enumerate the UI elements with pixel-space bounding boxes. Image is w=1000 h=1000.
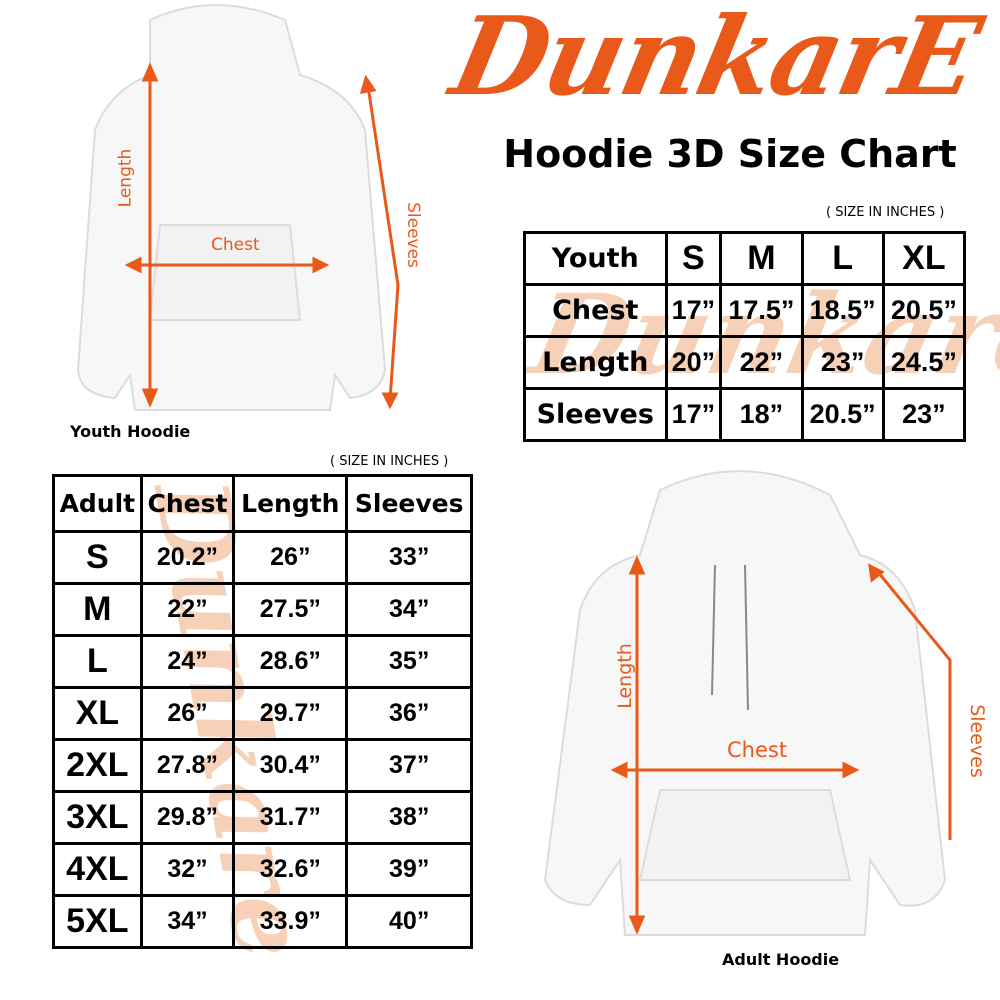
size-label: M [52, 582, 143, 637]
table-row: 4XL 32” 32.6” 39” [52, 842, 473, 897]
size-label: 3XL [52, 790, 143, 845]
table-cell: 23” [881, 387, 967, 442]
size-label: L [52, 634, 143, 689]
table-cell: 32” [139, 842, 236, 897]
size-label: 4XL [52, 842, 143, 897]
row-label: Length [523, 335, 668, 390]
page-title: Hoodie 3D Size Chart [503, 132, 957, 176]
table-cell: 32.6” [232, 842, 349, 897]
table-cell: 17” [664, 387, 723, 442]
table-cell: 26” [232, 530, 349, 585]
youth-length-label: Length [115, 148, 136, 208]
table-row: XL 26” 29.7” 36” [52, 686, 473, 741]
size-label: S [52, 530, 143, 585]
table-cell: 30.4” [232, 738, 349, 793]
header-cell: M [719, 231, 804, 286]
table-cell: 33” [345, 530, 473, 585]
header-cell: Adult [52, 474, 143, 533]
table-row: M 22” 27.5” 34” [52, 582, 473, 637]
table-cell: 39” [345, 842, 473, 897]
table-cell: 20” [664, 335, 723, 390]
table-row: S 20.2” 26” 33” [52, 530, 473, 585]
table-cell: 38” [345, 790, 473, 845]
table-cell: 24.5” [881, 335, 967, 390]
table-cell: 22” [719, 335, 804, 390]
table-cell: 36” [345, 686, 473, 741]
adult-sleeves-label: Sleeves [965, 704, 988, 778]
size-label: XL [52, 686, 143, 741]
header-cell: S [664, 231, 723, 286]
youth-chest-label: Chest [211, 235, 260, 255]
table-row: Chest 17” 17.5” 18.5” 20.5” [523, 283, 967, 338]
youth-hoodie-caption: Youth Hoodie [70, 422, 191, 441]
table-cell: 29.8” [139, 790, 236, 845]
youth-size-table: Youth S M L XL Chest 17” 17.5” 18.5” 20.… [523, 231, 967, 442]
table-cell: 28.6” [232, 634, 349, 689]
header-cell: Sleeves [345, 474, 473, 533]
table-cell: 22” [139, 582, 236, 637]
table-cell: 33.9” [232, 894, 349, 949]
table-cell: 34” [139, 894, 236, 949]
table-cell: 29.7” [232, 686, 349, 741]
table-header-row: Adult Chest Length Sleeves [52, 474, 473, 533]
brand-logo: DunkarE [441, 0, 990, 120]
youth-unit-note: ( SIZE IN INCHES ) [826, 205, 945, 220]
table-cell: 24” [139, 634, 236, 689]
adult-measure-arrows [610, 555, 952, 935]
table-cell: 35” [345, 634, 473, 689]
row-label: Chest [523, 283, 668, 338]
adult-length-label: Length [613, 643, 636, 709]
table-cell: 37” [345, 738, 473, 793]
table-cell: 17.5” [719, 283, 804, 338]
youth-sleeves-label: Sleeves [402, 202, 423, 268]
table-cell: 20.5” [800, 387, 885, 442]
header-cell: Chest [139, 474, 236, 533]
size-label: 5XL [52, 894, 143, 949]
header-cell: Length [232, 474, 349, 533]
youth-hoodie-image [76, 4, 387, 411]
table-header-row: Youth S M L XL [523, 231, 967, 286]
table-row: 2XL 27.8” 30.4” 37” [52, 738, 473, 793]
header-cell: Youth [523, 231, 668, 286]
adult-size-table: Adult Chest Length Sleeves S 20.2” 26” 33” … [52, 474, 473, 949]
table-cell: 20.2” [139, 530, 236, 585]
table-row: 5XL 34” 33.9” 40” [52, 894, 473, 949]
table-cell: 23” [800, 335, 885, 390]
adult-chest-label: Chest [727, 738, 788, 762]
row-label: Sleeves [523, 387, 668, 442]
table-cell: 20.5” [881, 283, 967, 338]
table-cell: 31.7” [232, 790, 349, 845]
table-cell: 17” [664, 283, 723, 338]
adult-unit-note: ( SIZE IN INCHES ) [330, 454, 449, 469]
header-cell: L [800, 231, 885, 286]
table-cell: 34” [345, 582, 473, 637]
table-row: L 24” 28.6” 35” [52, 634, 473, 689]
table-row: Length 20” 22” 23” 24.5” [523, 335, 967, 390]
header-cell: XL [881, 231, 967, 286]
table-cell: 18” [719, 387, 804, 442]
table-cell: 26” [139, 686, 236, 741]
table-cell: 18.5” [800, 283, 885, 338]
size-label: 2XL [52, 738, 143, 793]
table-row: 3XL 29.8” 31.7” 38” [52, 790, 473, 845]
table-row: Sleeves 17” 18” 20.5” 23” [523, 387, 967, 442]
table-cell: 40” [345, 894, 473, 949]
adult-hoodie-caption: Adult Hoodie [722, 950, 840, 969]
table-cell: 27.8” [139, 738, 236, 793]
adult-hoodie-image [543, 470, 947, 936]
youth-measure-arrows [124, 62, 400, 410]
table-cell: 27.5” [232, 582, 349, 637]
